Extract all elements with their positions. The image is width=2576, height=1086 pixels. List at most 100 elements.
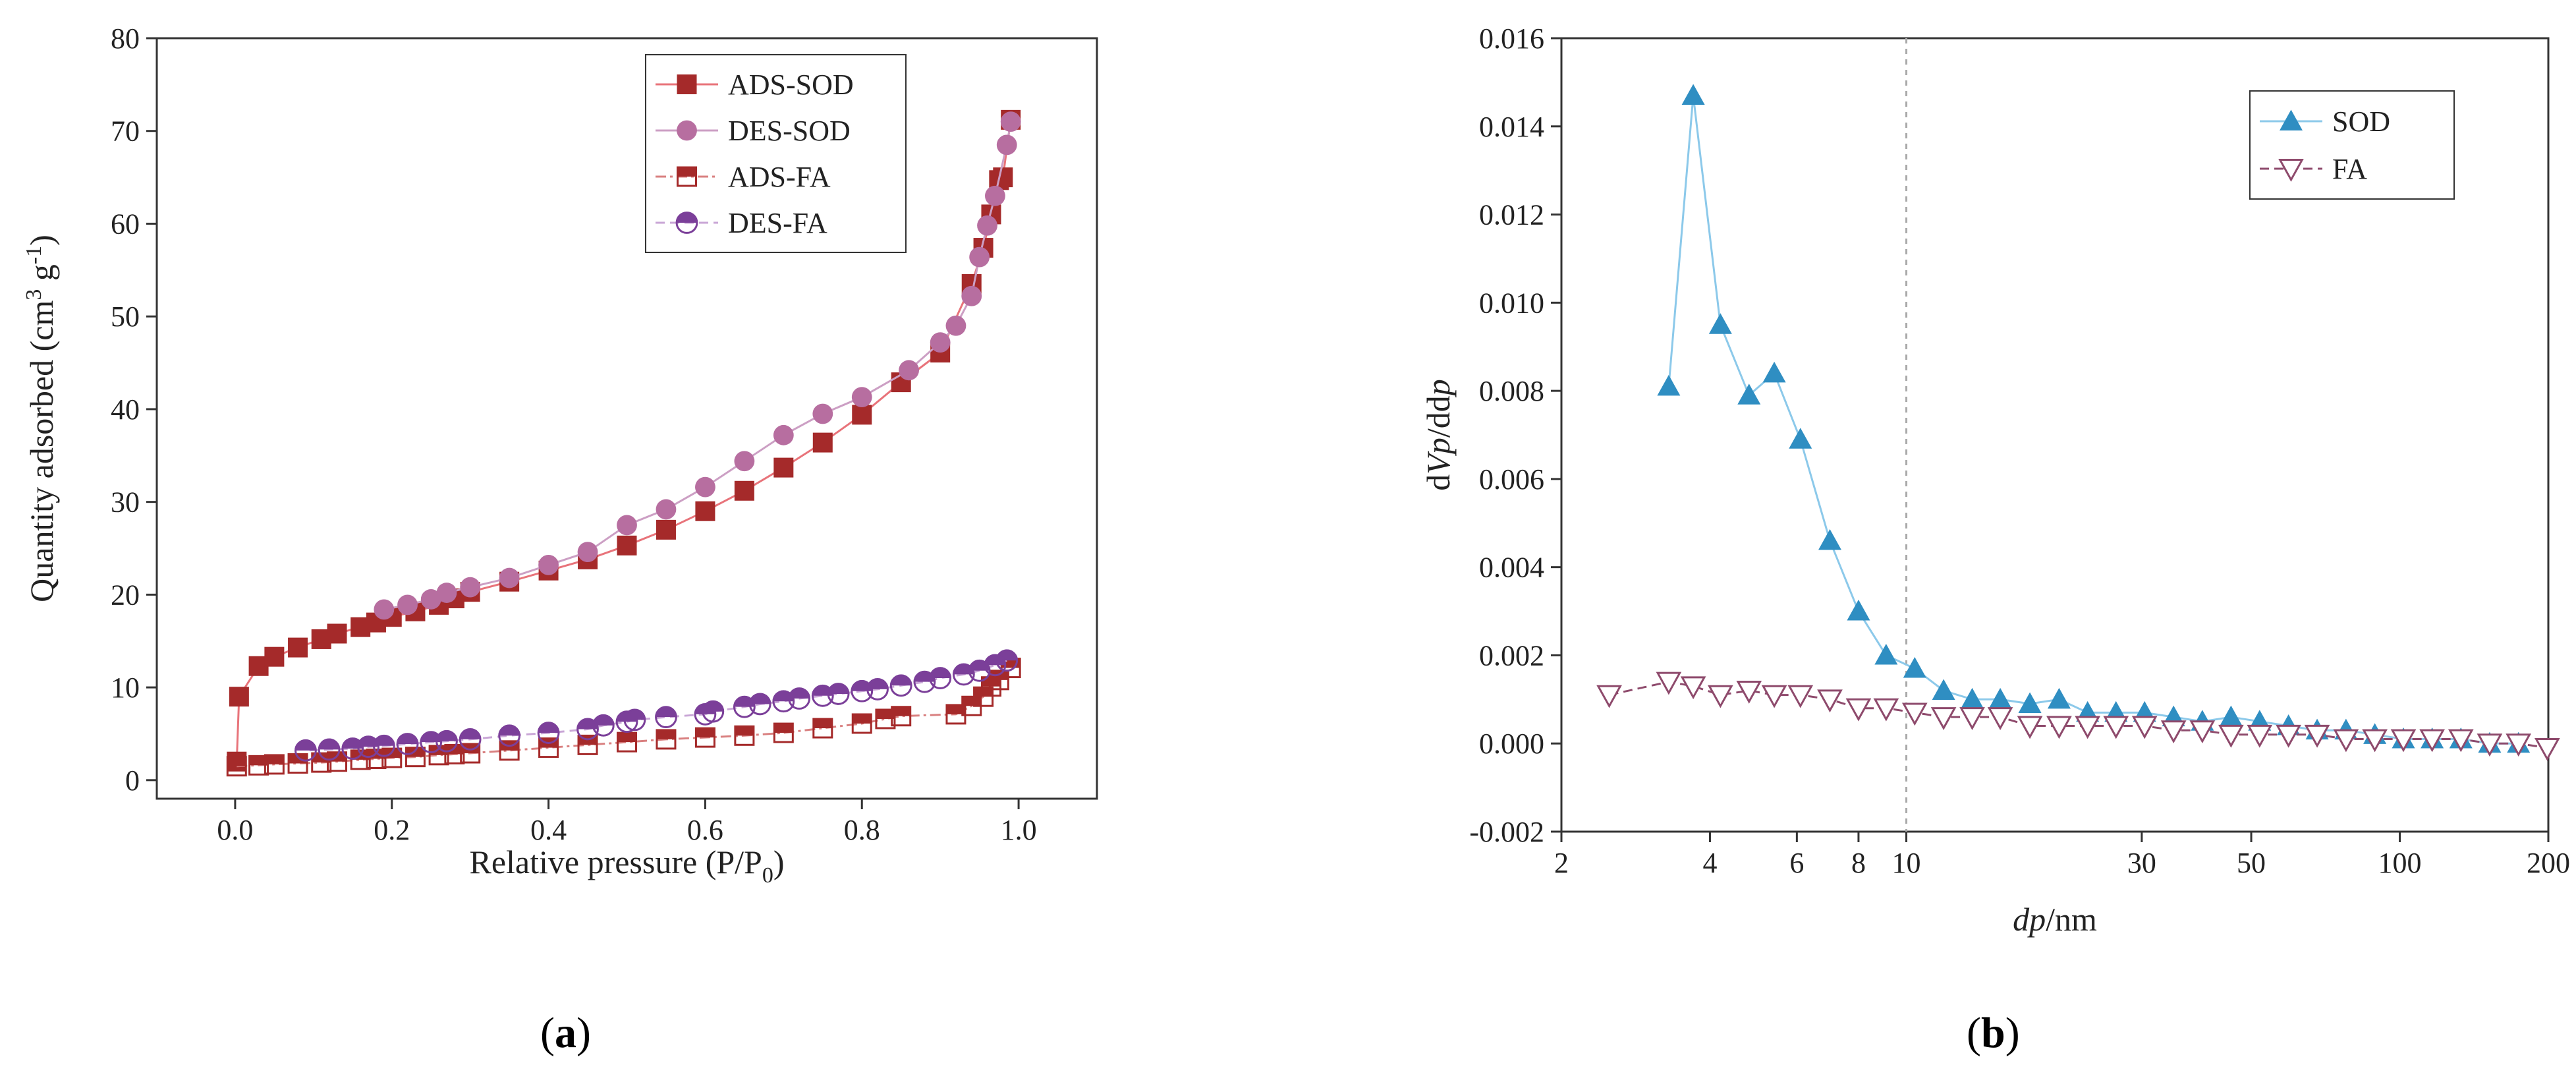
chart-a-isotherm: 0.0 0.2 0.4 0.6 0.8 1.001020304050607080ADS-S… — [22, 22, 1098, 888]
data-point — [961, 285, 982, 306]
legend-marker — [677, 166, 697, 187]
y-tick-label: 0.012 — [1479, 199, 1544, 231]
data-point-outline — [405, 747, 426, 768]
data-point — [538, 554, 559, 575]
data-point-outline — [498, 724, 521, 747]
data-point-fill — [750, 694, 771, 704]
x-tick-label: 0.2 — [374, 814, 410, 846]
y-tick-label: 0.014 — [1479, 111, 1544, 143]
data-point — [913, 670, 936, 693]
x-tick-label: 1.0 — [1001, 814, 1037, 846]
data-point — [694, 703, 717, 726]
data-point — [2018, 692, 2042, 714]
y-tick-label: 0.010 — [1479, 287, 1544, 319]
data-point — [812, 718, 833, 739]
x-tick-label: 8 — [1851, 847, 1866, 879]
data-point-fill — [420, 731, 441, 743]
data-point — [2477, 733, 2503, 757]
data-point — [2160, 720, 2187, 744]
y-tick-label: 20 — [111, 579, 140, 611]
data-point — [396, 733, 419, 755]
legend: ADS-SOD DES-SOD ADS-FA DES-FA — [645, 54, 907, 253]
data-point — [852, 405, 872, 425]
plot-area-frame — [1560, 37, 2550, 833]
data-point-outline — [459, 728, 482, 751]
data-point — [773, 424, 794, 445]
data-point-outline — [891, 706, 912, 727]
legend-label: DES-SOD — [728, 115, 851, 147]
data-point-fill — [789, 688, 810, 699]
x-tick-label: 0.0 — [217, 814, 253, 846]
data-point-fill — [696, 728, 715, 738]
data-point — [851, 679, 874, 702]
data-point-outline — [350, 749, 371, 770]
data-point-outline — [287, 753, 308, 774]
data-point — [615, 710, 638, 733]
data-point-fill — [342, 738, 363, 749]
data-point-outline — [952, 663, 975, 686]
data-point-fill — [227, 757, 246, 766]
panel-label-b: (b) — [1967, 1009, 2020, 1057]
data-point — [420, 731, 443, 754]
data-point-outline — [366, 748, 387, 769]
data-point — [945, 315, 966, 336]
legend-marker-fill — [677, 212, 697, 223]
data-point — [288, 637, 308, 658]
data-point-outline — [615, 710, 638, 733]
y-tick-label: 80 — [111, 22, 140, 55]
data-point — [889, 674, 912, 697]
y-tick-label: 70 — [111, 115, 140, 148]
data-point — [1959, 707, 1985, 730]
y-axis-label-end: ) — [23, 235, 60, 246]
y-tick-label: 50 — [111, 300, 140, 333]
data-point — [812, 432, 833, 453]
data-point — [1737, 384, 1761, 405]
series-fa — [1596, 672, 2560, 761]
data-point — [1817, 689, 1843, 713]
data-point-fill — [617, 733, 636, 743]
data-point-outline — [913, 670, 936, 693]
data-point — [2131, 716, 2158, 739]
data-point-outline — [988, 670, 1009, 691]
data-point-outline — [889, 674, 912, 697]
data-point — [2189, 720, 2216, 744]
data-point — [1873, 698, 1899, 722]
y-axis-label-d: d — [1420, 474, 1457, 491]
data-point-fill — [985, 654, 1005, 666]
legend-label: SOD — [2332, 105, 2390, 138]
data-point — [1932, 679, 1955, 700]
data-point — [1000, 111, 1021, 132]
data-point — [248, 755, 269, 776]
data-point-outline — [381, 747, 403, 768]
y-axis-label-text: Quantity adsorbed (cm — [23, 300, 60, 602]
data-point — [993, 167, 1013, 188]
data-point-fill — [946, 704, 965, 714]
data-point — [537, 722, 560, 744]
data-point-fill — [538, 722, 559, 733]
data-point-outline — [499, 740, 520, 761]
legend-label: ADS-SOD — [728, 69, 854, 101]
y-axis-label-vp: Vp — [1420, 438, 1457, 474]
data-point — [460, 577, 481, 598]
panel-label-a-letter: a — [554, 1009, 576, 1057]
data-point — [2218, 724, 2244, 748]
legend-label: DES-FA — [728, 207, 827, 239]
y-tick-label: 0.006 — [1479, 463, 1544, 496]
panel-label-b-letter: b — [1980, 1009, 2005, 1057]
y-axis-label-mid: g — [23, 264, 60, 289]
x-axis-label-italic: dp — [2013, 901, 2046, 938]
data-point — [1656, 672, 1682, 695]
legend-label: FA — [2332, 153, 2367, 185]
data-point — [318, 738, 341, 761]
data-point — [694, 727, 715, 748]
data-point — [617, 515, 637, 536]
x-axis-label: dp/nm — [2013, 901, 2097, 938]
data-point — [2419, 729, 2445, 753]
series-sod — [1657, 84, 2531, 753]
data-point — [695, 501, 715, 521]
y-tick-label: 30 — [111, 486, 140, 519]
data-point — [499, 567, 520, 588]
data-point — [656, 519, 676, 540]
data-point-fill — [953, 664, 974, 675]
